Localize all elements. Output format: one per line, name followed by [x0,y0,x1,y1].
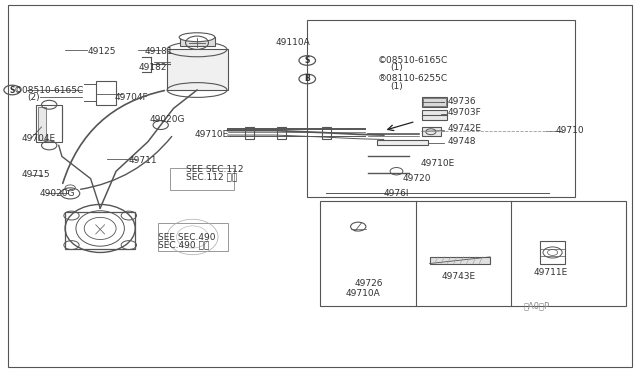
Text: 49182: 49182 [138,63,167,72]
Text: 49715: 49715 [22,170,51,179]
Text: 49710: 49710 [556,126,584,135]
Text: 49125: 49125 [88,47,116,56]
Bar [246,126,254,139]
Text: SEE SEC.490: SEE SEC.490 [157,233,215,242]
Bar [167,49,228,90]
Text: 49736: 49736 [447,97,476,106]
Text: 49020G: 49020G [150,115,186,124]
Bar [307,20,575,197]
Text: (2): (2) [27,93,40,102]
Text: 49704E: 49704E [22,134,56,142]
Text: 49742E: 49742E [447,124,481,133]
Bar [157,223,228,251]
Text: 49720: 49720 [403,174,431,183]
Text: 49743E: 49743E [441,272,475,281]
Text: ®08110-6255C: ®08110-6255C [378,74,447,83]
Text: 49710E: 49710E [195,130,228,139]
Text: 4976l: 4976l [384,189,409,198]
Text: 49181: 49181 [145,47,173,56]
Text: ©08510-6165C: ©08510-6165C [378,56,447,65]
Bar [422,127,441,136]
Bar [423,98,446,106]
Text: (1): (1) [390,82,403,91]
Text: 49726: 49726 [355,279,383,288]
Text: 49020G: 49020G [40,189,75,198]
Text: B: B [305,74,310,83]
Text: 49703F: 49703F [447,108,481,117]
Bar [36,105,62,142]
Bar [170,167,234,190]
Bar [378,140,428,145]
Bar [422,97,447,107]
Text: 49704F: 49704F [115,93,148,102]
Ellipse shape [65,205,135,253]
Text: 49710E: 49710E [420,159,455,169]
Text: SEC.490 参照: SEC.490 参照 [157,241,209,250]
Text: 49748: 49748 [447,137,476,146]
Bar [540,241,565,263]
Text: SEC.112 参照: SEC.112 参照 [186,172,237,181]
Text: 亗A0・P: 亗A0・P [524,301,550,311]
Bar [38,107,46,140]
Text: (1): (1) [390,63,403,72]
Bar [320,201,626,306]
Bar [65,212,135,249]
Text: S: S [305,56,310,65]
Ellipse shape [179,33,215,42]
Bar [277,126,286,139]
Text: 49710A: 49710A [346,289,380,298]
Text: SEE SEC.112: SEE SEC.112 [186,165,244,174]
Text: 49711E: 49711E [534,268,568,277]
Bar [180,37,215,46]
Bar [96,81,116,105]
Bar [422,110,447,119]
Bar [429,257,490,263]
Text: ©08510-6165C: ©08510-6165C [14,86,84,94]
Text: S: S [10,86,15,94]
Text: 49110A: 49110A [275,38,310,46]
Bar [322,126,331,139]
Text: 49711: 49711 [129,155,157,165]
